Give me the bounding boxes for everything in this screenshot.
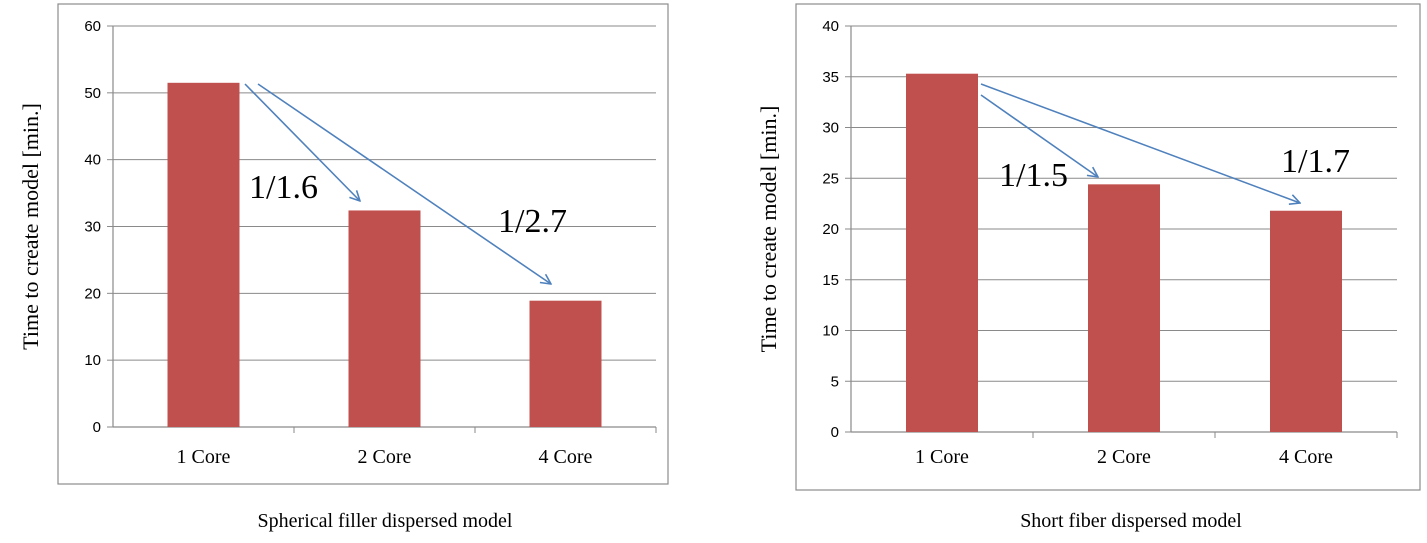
chart-panel-2: 0 5 10 15 20 25 30 35 40 1 Core 2 Core 4 Core Time t…	[756, 3, 1421, 532]
annotation-arrow	[257, 83, 551, 284]
annotation-arrow	[980, 94, 1098, 177]
y-tick-label: 50	[84, 85, 101, 102]
x-tick-label: 1 Core	[915, 446, 969, 468]
y-axis-label: Time to create model [min.]	[756, 106, 781, 353]
ratio-annotation: 1/1.7	[1281, 143, 1350, 180]
chart-caption: Spherical filler dispersed model	[258, 510, 513, 532]
y-tick-label: 60	[84, 18, 101, 35]
y-tick-label: 10	[84, 352, 101, 369]
bar-4-core	[529, 300, 602, 427]
bar-1-core	[906, 73, 978, 432]
x-tick-label: 2 Core	[1097, 446, 1151, 468]
y-tick-label: 15	[822, 272, 839, 289]
chart-caption: Short fiber dispersed model	[1020, 510, 1242, 532]
bar-4-core	[1270, 210, 1342, 432]
ratio-annotation: 1/1.5	[999, 157, 1068, 194]
x-tick-label: 4 Core	[1279, 446, 1333, 468]
annotation-arrow	[980, 83, 1300, 203]
y-tick-label: 0	[831, 424, 839, 441]
annotation-arrow	[244, 83, 360, 201]
bar-2-core	[348, 210, 421, 427]
bar-1-core	[167, 82, 240, 427]
chart-panel-1: 0 10 20 30 40 50 60 1 Core 2 Core 4 Core Time to c…	[18, 3, 669, 532]
y-tick-label: 25	[822, 170, 839, 187]
y-tick-label: 5	[831, 373, 839, 390]
y-tick-label: 0	[93, 419, 101, 436]
x-tick-label: 1 Core	[177, 446, 231, 468]
y-tick-label: 35	[822, 69, 839, 86]
y-tick-label: 30	[84, 219, 101, 236]
bar-2-core	[1088, 184, 1160, 432]
y-axis-label: Time to create model [min.]	[18, 103, 43, 350]
y-tick-label: 40	[84, 152, 101, 169]
y-tick-label: 10	[822, 323, 839, 340]
x-tick-label: 2 Core	[358, 446, 412, 468]
y-tick-label: 20	[822, 221, 839, 238]
y-tick-label: 40	[822, 18, 839, 35]
ratio-annotation: 1/1.6	[249, 169, 318, 206]
y-tick-label: 30	[822, 120, 839, 137]
x-tick-label: 4 Core	[539, 446, 593, 468]
ratio-annotation: 1/2.7	[498, 203, 567, 240]
y-tick-label: 20	[84, 285, 101, 302]
